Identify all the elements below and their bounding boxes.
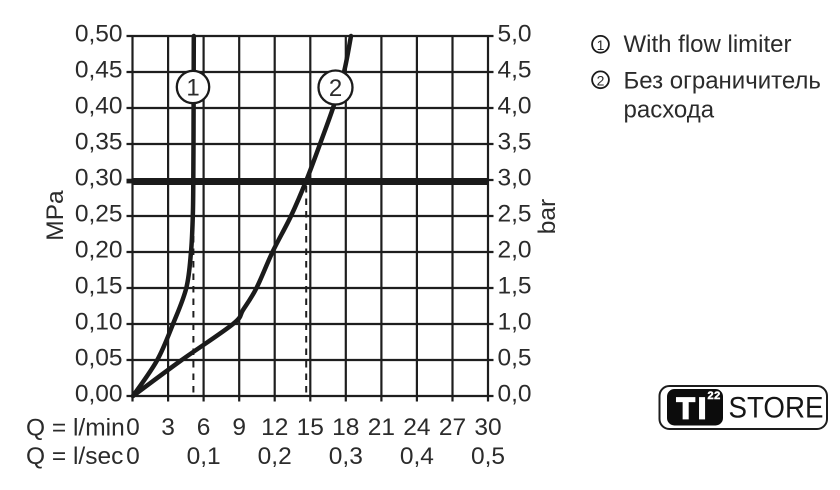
svg-text:0,10: 0,10 bbox=[75, 309, 123, 336]
svg-text:21: 21 bbox=[368, 414, 395, 441]
svg-text:0,5: 0,5 bbox=[471, 443, 505, 470]
svg-text:0,20: 0,20 bbox=[75, 237, 123, 264]
svg-text:0,45: 0,45 bbox=[75, 57, 123, 84]
svg-text:0,1: 0,1 bbox=[187, 443, 221, 470]
svg-text:расхода: расхода bbox=[624, 97, 715, 124]
svg-text:22: 22 bbox=[708, 390, 721, 402]
svg-text:0,05: 0,05 bbox=[75, 345, 123, 372]
svg-text:0,0: 0,0 bbox=[498, 381, 532, 408]
svg-text:0,35: 0,35 bbox=[75, 129, 123, 156]
svg-text:0,5: 0,5 bbox=[498, 345, 532, 372]
svg-text:2: 2 bbox=[329, 75, 342, 102]
svg-text:STORE: STORE bbox=[729, 392, 824, 425]
svg-text:15: 15 bbox=[297, 414, 324, 441]
svg-text:0,50: 0,50 bbox=[75, 21, 123, 48]
svg-text:1: 1 bbox=[186, 75, 199, 102]
svg-text:12: 12 bbox=[261, 414, 288, 441]
svg-text:0,2: 0,2 bbox=[258, 443, 292, 470]
svg-text:5,0: 5,0 bbox=[498, 21, 532, 48]
svg-text:18: 18 bbox=[332, 414, 359, 441]
svg-text:27: 27 bbox=[439, 414, 466, 441]
svg-text:0: 0 bbox=[126, 443, 140, 470]
svg-text:3: 3 bbox=[161, 414, 175, 441]
svg-text:1,5: 1,5 bbox=[498, 273, 532, 300]
svg-text:Q = l/sec: Q = l/sec bbox=[26, 443, 123, 470]
svg-text:Q = l/min: Q = l/min bbox=[26, 415, 125, 442]
svg-text:3,5: 3,5 bbox=[498, 129, 532, 156]
svg-text:0,25: 0,25 bbox=[75, 201, 123, 228]
svg-text:0,4: 0,4 bbox=[400, 443, 434, 470]
svg-text:TI: TI bbox=[677, 393, 710, 426]
svg-text:0,40: 0,40 bbox=[75, 93, 123, 120]
svg-text:bar: bar bbox=[534, 199, 561, 234]
svg-text:9: 9 bbox=[232, 414, 246, 441]
svg-text:Без ограничитель: Без ограничитель bbox=[624, 68, 821, 95]
svg-text:0,00: 0,00 bbox=[75, 381, 123, 408]
svg-text:0: 0 bbox=[126, 414, 140, 441]
svg-text:4,5: 4,5 bbox=[498, 57, 532, 84]
svg-text:24: 24 bbox=[403, 414, 430, 441]
svg-text:1: 1 bbox=[597, 37, 605, 53]
svg-text:6: 6 bbox=[197, 414, 211, 441]
svg-text:30: 30 bbox=[474, 414, 501, 441]
svg-text:1,0: 1,0 bbox=[498, 309, 532, 336]
svg-text:2,0: 2,0 bbox=[498, 237, 532, 264]
svg-text:MPa: MPa bbox=[42, 190, 69, 241]
svg-text:2: 2 bbox=[597, 73, 605, 89]
svg-text:0,15: 0,15 bbox=[75, 273, 123, 300]
svg-text:3,0: 3,0 bbox=[498, 165, 532, 192]
svg-text:With flow limiter: With flow limiter bbox=[624, 31, 792, 58]
svg-text:0,30: 0,30 bbox=[75, 165, 123, 192]
svg-text:2,5: 2,5 bbox=[498, 201, 532, 228]
svg-text:4,0: 4,0 bbox=[498, 93, 532, 120]
svg-text:0,3: 0,3 bbox=[329, 443, 363, 470]
